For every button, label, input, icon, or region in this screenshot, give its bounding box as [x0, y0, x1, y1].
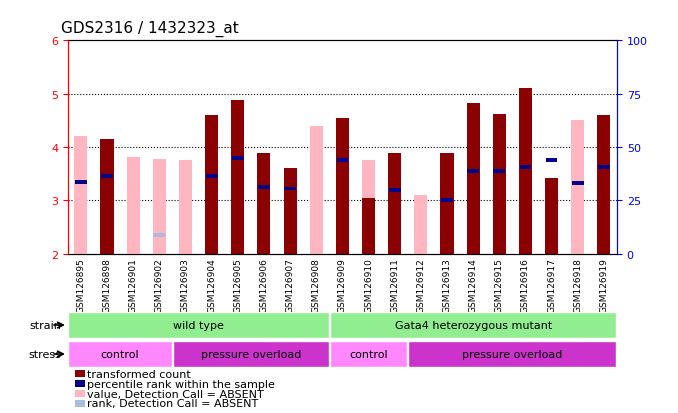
Bar	[408, 341, 616, 368]
Text: pressure overload: pressure overload	[201, 349, 301, 359]
Text: GSM126908: GSM126908	[312, 258, 321, 312]
Bar	[173, 341, 329, 368]
Text: GSM126910: GSM126910	[364, 258, 373, 312]
Bar	[330, 341, 407, 368]
Text: GSM126913: GSM126913	[443, 258, 452, 312]
Bar	[258, 154, 271, 254]
Bar	[101, 175, 113, 179]
Text: GSM126902: GSM126902	[155, 258, 164, 312]
Text: value, Detection Call = ABSENT: value, Detection Call = ABSENT	[87, 389, 264, 399]
Text: GSM126901: GSM126901	[129, 258, 138, 312]
Bar	[336, 119, 349, 254]
Bar	[519, 166, 532, 170]
Bar	[493, 115, 506, 254]
Text: GDS2316 / 1432323_at: GDS2316 / 1432323_at	[61, 21, 239, 37]
Text: percentile rank within the sample: percentile rank within the sample	[87, 379, 275, 389]
Text: GSM126914: GSM126914	[468, 258, 477, 312]
Bar	[519, 89, 532, 254]
Bar	[127, 157, 140, 254]
Bar	[388, 154, 401, 254]
Bar	[153, 159, 166, 254]
Bar	[75, 137, 87, 254]
Text: GSM126912: GSM126912	[416, 258, 425, 312]
Text: transformed count: transformed count	[87, 369, 191, 379]
Bar	[441, 154, 454, 254]
Text: Gata4 heterozygous mutant: Gata4 heterozygous mutant	[395, 320, 552, 330]
Bar	[283, 169, 297, 254]
Text: GSM126907: GSM126907	[285, 258, 294, 312]
Text: GSM126909: GSM126909	[338, 258, 347, 312]
Bar	[545, 178, 558, 254]
Text: GSM126916: GSM126916	[521, 258, 530, 312]
Bar	[231, 101, 244, 254]
Bar	[571, 121, 584, 254]
Bar	[362, 161, 375, 254]
Bar	[310, 126, 323, 254]
Text: GSM126915: GSM126915	[495, 258, 504, 312]
Text: control: control	[349, 349, 388, 359]
Text: GSM126919: GSM126919	[599, 258, 608, 312]
Text: wild type: wild type	[173, 320, 224, 330]
Bar	[205, 175, 218, 179]
Bar	[68, 341, 172, 368]
Bar	[597, 116, 610, 254]
Bar	[258, 186, 270, 190]
Bar	[441, 199, 453, 203]
Bar	[205, 116, 218, 254]
Bar	[414, 195, 427, 254]
Text: GSM126918: GSM126918	[574, 258, 582, 312]
Bar	[388, 188, 401, 192]
Text: GSM126917: GSM126917	[547, 258, 556, 312]
Text: GSM126903: GSM126903	[181, 258, 190, 312]
Bar	[467, 170, 479, 173]
Bar	[330, 312, 616, 339]
Text: stress: stress	[28, 349, 61, 359]
Bar	[598, 166, 610, 170]
Bar	[75, 180, 87, 184]
Text: GSM126895: GSM126895	[77, 258, 85, 312]
Bar	[494, 170, 505, 173]
Text: pressure overload: pressure overload	[462, 349, 563, 359]
Bar	[232, 157, 243, 160]
Bar	[336, 159, 348, 163]
Bar	[100, 140, 113, 254]
Bar	[153, 234, 165, 237]
Text: rank, Detection Call = ABSENT: rank, Detection Call = ABSENT	[87, 399, 259, 408]
Bar	[179, 161, 192, 254]
Text: GSM126906: GSM126906	[260, 258, 268, 312]
Text: strain: strain	[29, 320, 61, 330]
Text: GSM126898: GSM126898	[102, 258, 111, 312]
Bar	[362, 198, 375, 254]
Bar	[546, 159, 557, 163]
Bar	[572, 182, 584, 186]
Text: control: control	[101, 349, 140, 359]
Text: GSM126904: GSM126904	[207, 258, 216, 312]
Bar	[466, 104, 480, 254]
Bar	[75, 137, 87, 254]
Bar	[68, 312, 329, 339]
Bar	[284, 187, 296, 191]
Text: GSM126905: GSM126905	[233, 258, 242, 312]
Text: GSM126911: GSM126911	[391, 258, 399, 312]
